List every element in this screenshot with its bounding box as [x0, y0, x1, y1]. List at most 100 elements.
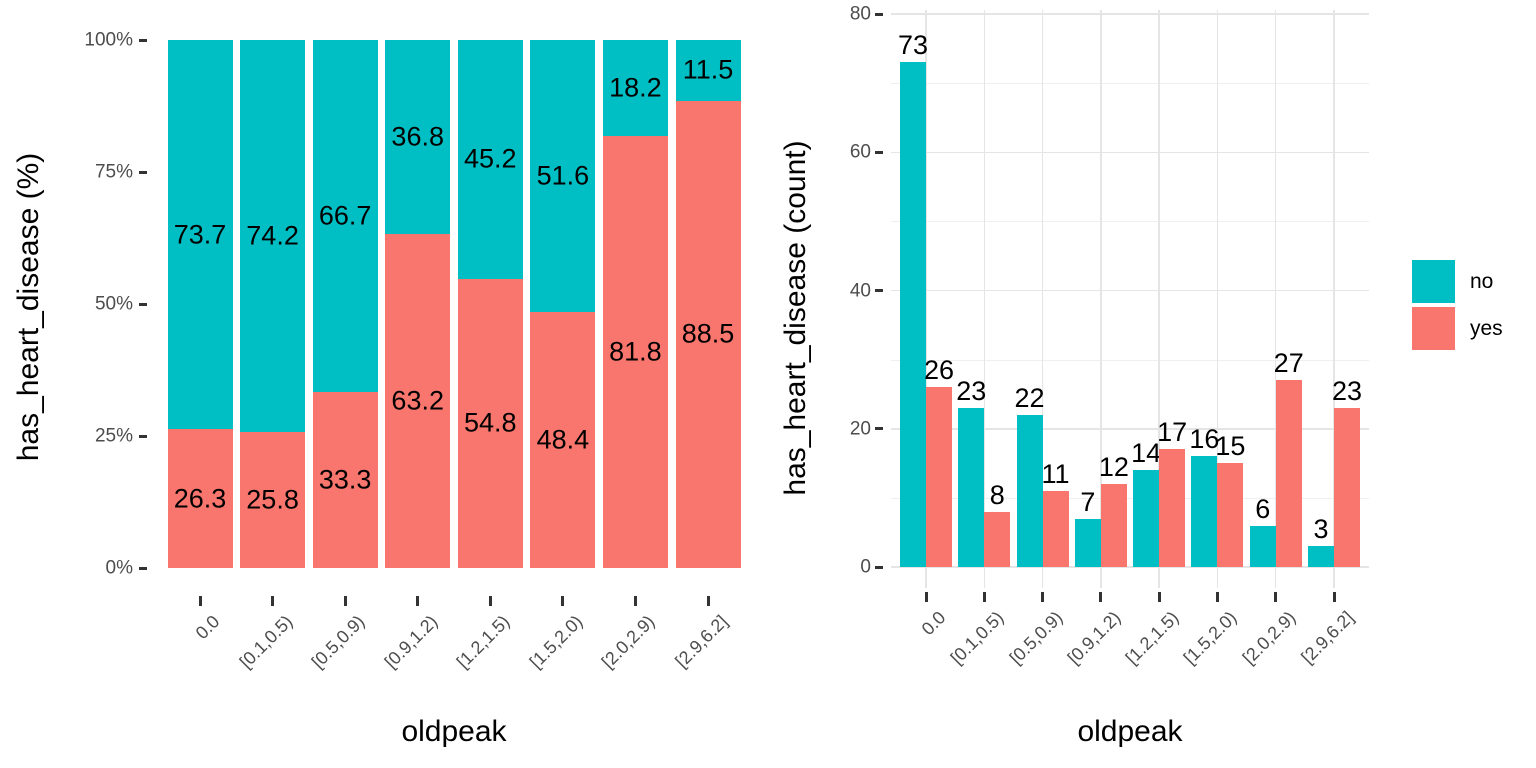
bar-segment-yes: [457, 278, 523, 568]
bar-no: [1249, 525, 1276, 567]
bar-segment-yes: [530, 312, 596, 568]
x-tick-mark: [982, 592, 986, 602]
bar-segment-no: [530, 40, 596, 313]
gridline-major-v: [1216, 10, 1219, 588]
bar-no: [958, 408, 985, 567]
y-tick-mark: [875, 12, 883, 16]
x-tick-label: 0.0: [191, 611, 224, 644]
left-y-axis-title: has_heart_disease (%): [12, 152, 45, 462]
x-tick-label: [0.1,0.5): [235, 611, 297, 673]
x-tick-mark: [924, 592, 928, 602]
bar-segment-yes: [385, 234, 451, 568]
bar-value-label: 25.8: [246, 484, 299, 515]
x-tick-label: [0.9,1.2): [1063, 607, 1125, 669]
bar-yes: [926, 387, 952, 567]
bar-yes: [984, 511, 1011, 567]
legend-label-yes: yes: [1470, 317, 1503, 340]
bar-value-label: 73.7: [173, 219, 227, 250]
y-tick-label: 75%: [94, 161, 133, 183]
bar-value-label: 11.5: [682, 54, 734, 85]
x-tick-label: [1.2,1.5): [1121, 607, 1183, 669]
bar-value-label: 26.3: [173, 483, 227, 514]
gridline-major-h: [891, 13, 1369, 15]
bar-value-label: 66.7: [318, 200, 372, 231]
bar-segment-yes: [312, 392, 378, 568]
y-tick-label: 0%: [105, 557, 133, 579]
bar-value-label: 18.2: [609, 72, 662, 103]
bar-value-label: 81.8: [609, 336, 662, 367]
bar-value-label: 88.5: [681, 318, 735, 349]
x-tick-mark: [1274, 592, 1278, 602]
bar-yes: [1217, 463, 1244, 567]
bar-value-label: 54.8: [464, 407, 517, 438]
gridline-major-h: [891, 428, 1369, 430]
y-tick-mark: [139, 302, 147, 306]
y-tick-label: 25%: [94, 425, 133, 447]
bar-value-label: 63.2: [391, 385, 444, 416]
gridline-major-v: [1333, 10, 1335, 588]
gridline-major-h: [891, 151, 1369, 153]
bar-segment-no: [240, 40, 306, 432]
y-tick-mark: [139, 170, 147, 174]
bar-value-label: 15: [1215, 431, 1246, 462]
bar-segment-yes: [675, 100, 741, 568]
gridline-major-h: [891, 289, 1369, 292]
x-tick-label: [0.5,0.9): [307, 611, 369, 673]
x-tick-mark: [1157, 592, 1161, 602]
legend-label-no: no: [1470, 270, 1494, 293]
x-tick-label: 0.0: [917, 607, 950, 640]
y-tick-mark: [875, 289, 883, 292]
bar-value-label: 48.4: [536, 424, 590, 455]
y-tick-mark: [875, 150, 883, 154]
bar-no: [900, 62, 926, 567]
bar-value-label: 23: [1331, 376, 1363, 406]
bar-value-label: 27: [1273, 348, 1304, 379]
bar-value-label: 3: [1313, 514, 1329, 545]
bar-segment-yes: [602, 136, 668, 568]
bar-value-label: 33.3: [318, 464, 372, 495]
legend-key-yes: [1412, 307, 1455, 350]
bar-value-label: 22: [1014, 382, 1045, 413]
y-tick-label: 20: [849, 418, 871, 440]
y-tick-mark: [875, 565, 883, 569]
bar-value-label: 11: [1041, 458, 1070, 489]
bar-value-label: 16: [1189, 424, 1220, 455]
bar-segment-no: [675, 40, 741, 101]
x-tick-mark: [271, 596, 275, 606]
bar-value-label: 74.2: [246, 220, 299, 251]
bar-value-label: 51.6: [536, 160, 590, 191]
gridline-minor-h: [891, 221, 1369, 223]
y-tick-mark: [139, 434, 147, 438]
bar-value-label: 14: [1131, 438, 1162, 469]
x-tick-label: [2.9,6.2]: [1297, 607, 1358, 668]
right-x-axis-title: oldpeak: [1077, 715, 1183, 748]
bar-no: [1133, 470, 1160, 567]
bar-value-label: 36.8: [391, 121, 444, 152]
x-tick-mark: [1215, 592, 1219, 602]
bar-value-label: 12: [1098, 452, 1129, 483]
y-tick-mark: [139, 38, 147, 42]
bar-segment-yes: [167, 429, 233, 568]
gridline-major-h: [891, 566, 1369, 568]
gridline-major-v: [1274, 10, 1277, 588]
y-tick-mark: [875, 427, 883, 431]
x-tick-mark: [343, 596, 347, 606]
x-tick-label: [2.0,2.9): [1238, 607, 1300, 669]
x-tick-mark: [198, 596, 202, 606]
bar-no: [1308, 546, 1334, 567]
x-tick-mark: [706, 596, 710, 606]
gridline-minor-h: [891, 497, 1369, 499]
bar-value-label: 23: [956, 376, 987, 406]
right-y-axis-title: has_heart_disease (count): [779, 140, 812, 496]
left-x-axis-title: oldpeak: [401, 715, 507, 748]
bar-yes: [1042, 490, 1069, 567]
x-tick-label: [2.9,6.2]: [671, 611, 732, 672]
bar-yes: [1100, 484, 1127, 567]
x-tick-mark: [1099, 592, 1103, 602]
x-tick-mark: [633, 596, 637, 606]
bar-segment-no: [167, 40, 233, 430]
x-tick-label: [1.5,2.0): [1180, 607, 1241, 669]
bar-segment-no: [602, 40, 668, 137]
x-tick-mark: [488, 596, 492, 606]
